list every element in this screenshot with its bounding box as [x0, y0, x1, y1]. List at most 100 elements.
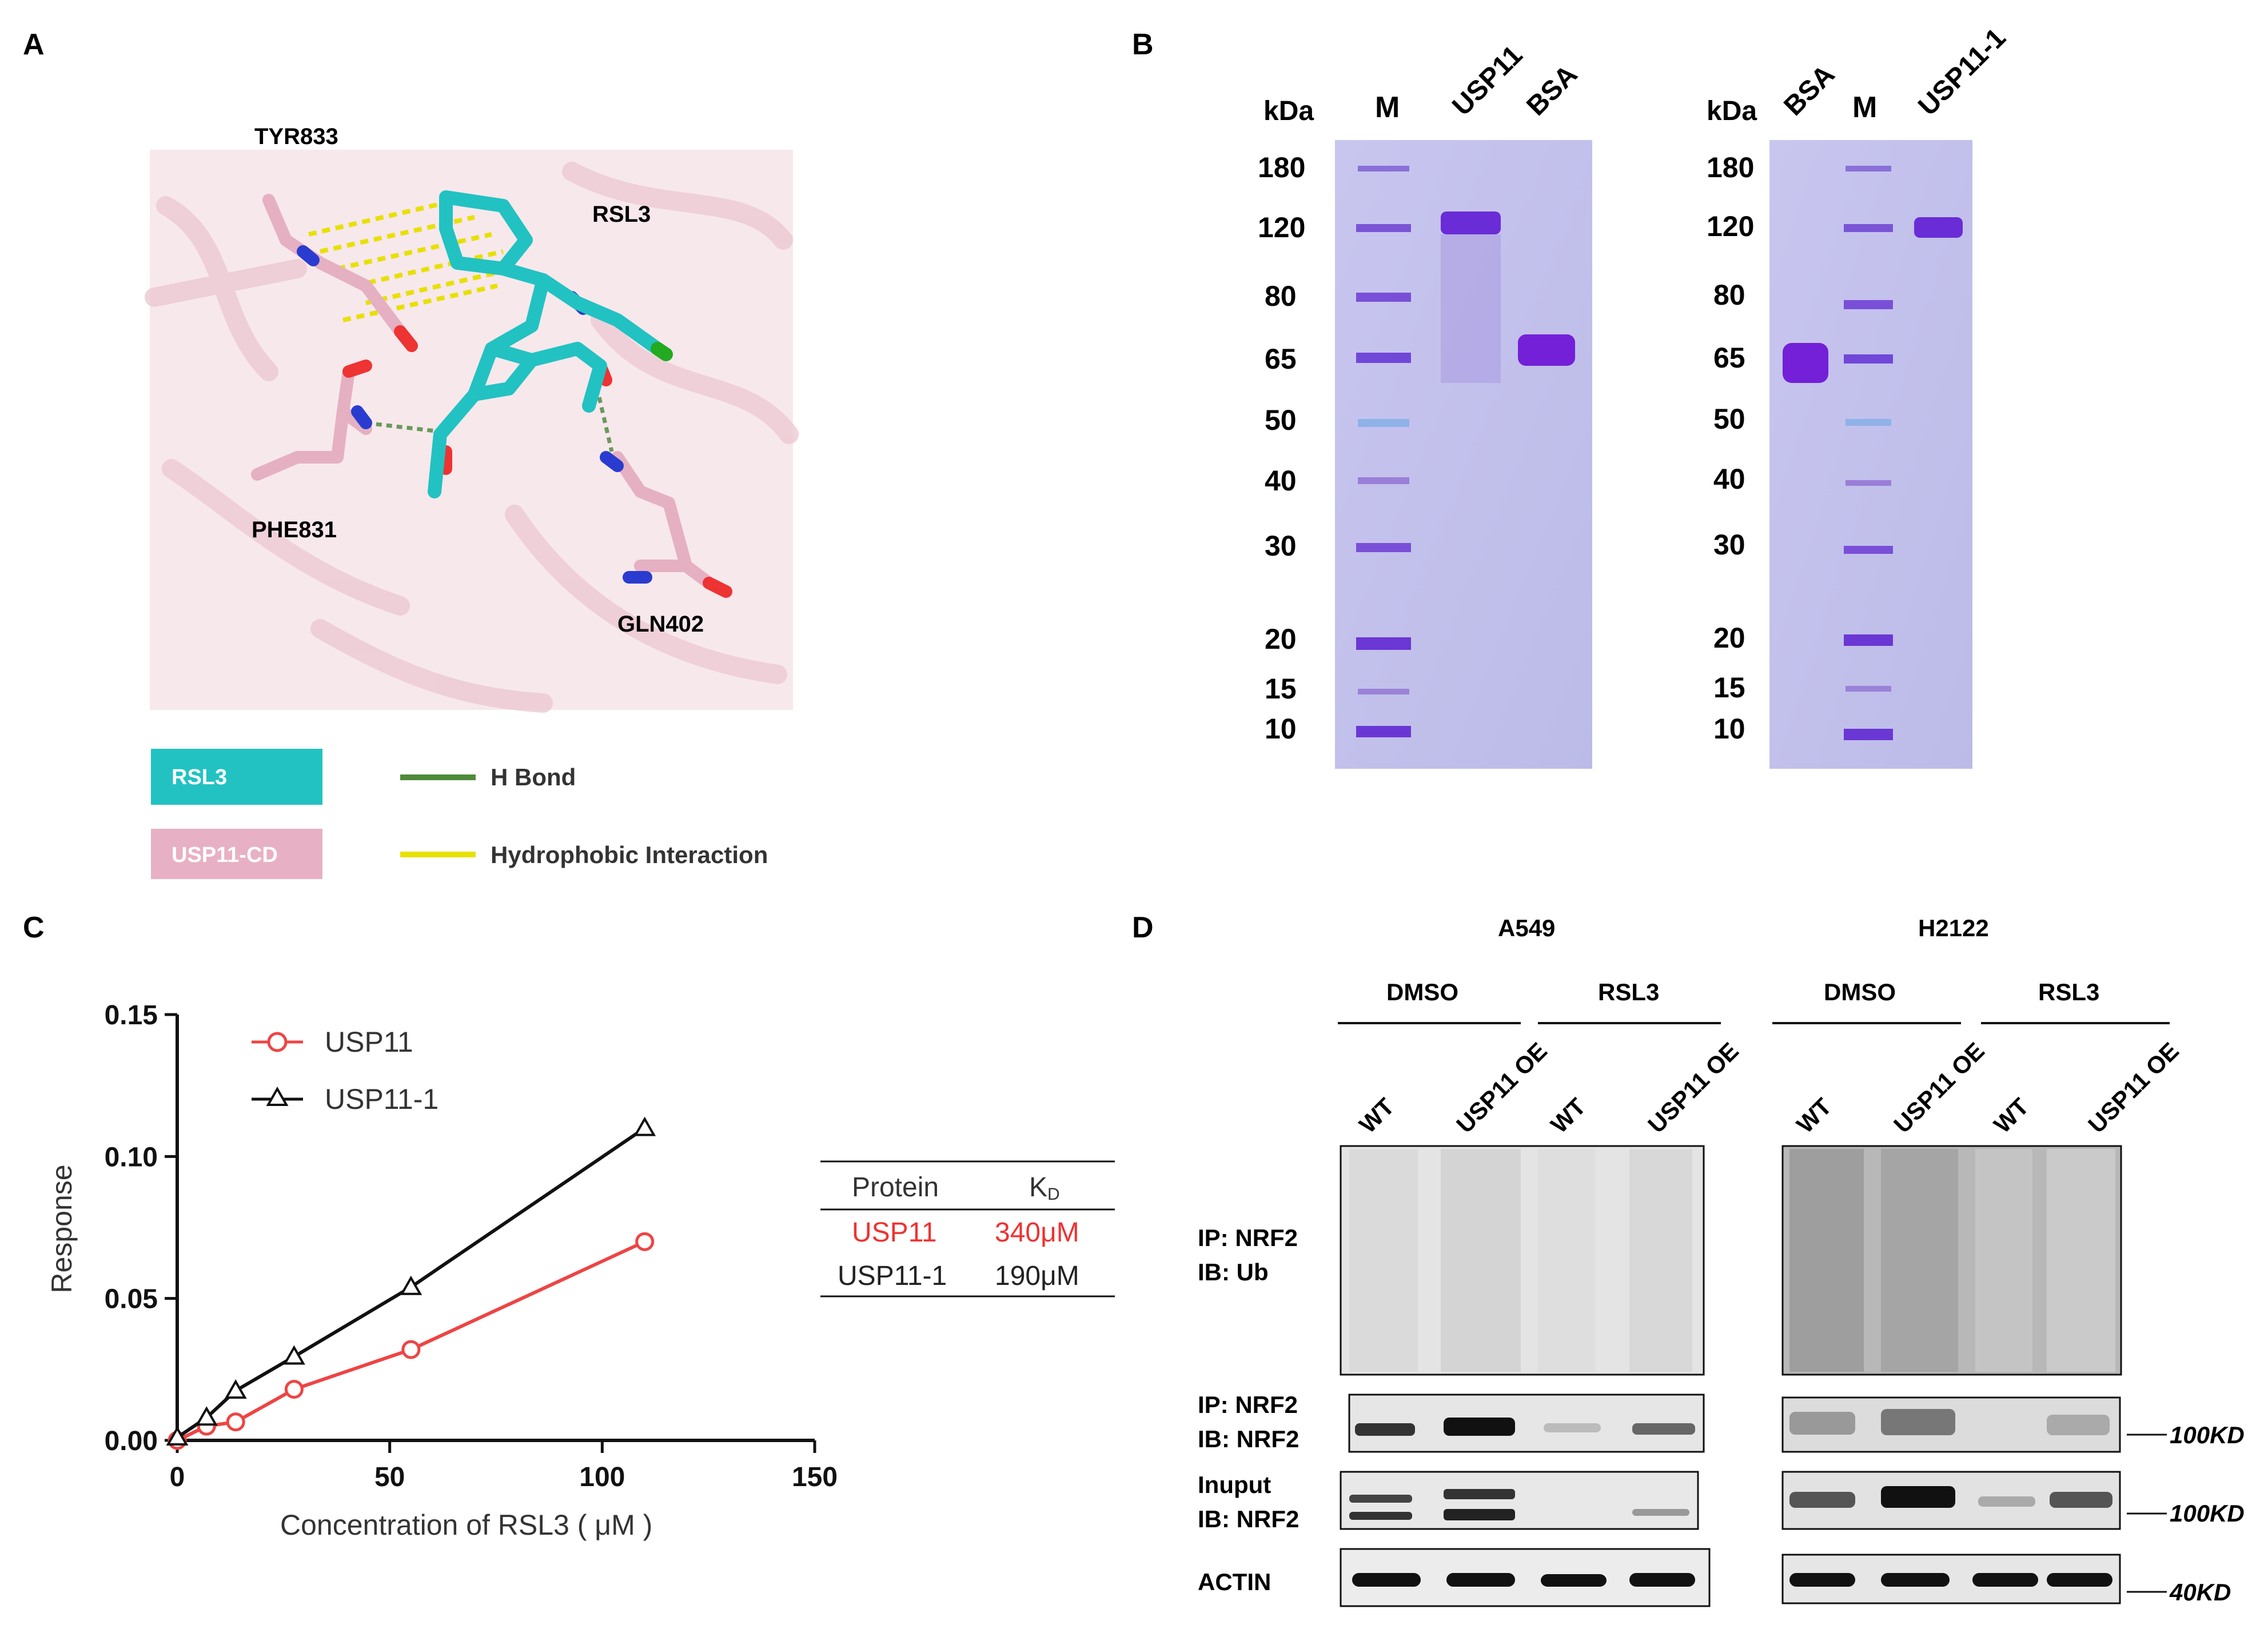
gel2-image — [1769, 140, 1972, 769]
gel1-marker-15: 15 — [1265, 673, 1297, 705]
legend-usp11-1-marker — [266, 1086, 289, 1106]
data-point — [284, 1380, 304, 1399]
data-point — [635, 1232, 655, 1251]
gel1-markers: 180 120 80 65 50 40 30 20 15 10 — [1258, 151, 1305, 745]
panel-c-letter: C — [23, 911, 45, 944]
gel2-marker-30: 30 — [1713, 529, 1745, 561]
gel1-lane-m: M — [1375, 91, 1400, 124]
gel1-marker-ladder — [1356, 166, 1411, 737]
cell-line-a549: A549 — [1498, 915, 1555, 941]
gel1-marker-10: 10 — [1265, 713, 1297, 745]
size-marker-100kd-2: 100KD — [2170, 1500, 2245, 1527]
lane-h2122-rsl3-wt: WT — [1988, 1093, 2034, 1139]
y-tick-label: 0.10 — [105, 1142, 158, 1172]
table-row-usp11-kd: 340μM — [995, 1217, 1079, 1248]
data-point — [282, 1345, 305, 1365]
gel1-marker-50: 50 — [1265, 404, 1297, 436]
gel2-marker-80: 80 — [1713, 279, 1745, 311]
hydrophobic-lines — [308, 198, 515, 322]
y-ticks: 0.00 0.05 0.10 0.15 — [105, 1000, 177, 1456]
gel2-lane-bsa: BSA — [1778, 59, 1840, 122]
gel2-lane-m: M — [1852, 91, 1877, 124]
data-point — [633, 1116, 656, 1136]
chlorine-atom — [651, 342, 673, 361]
lane-a549-dmso-wt: WT — [1354, 1093, 1400, 1139]
series-group — [166, 1116, 656, 1450]
gel1-marker-180: 180 — [1258, 151, 1305, 183]
lane-h2122-rsl3-oe: USP11 OE — [2083, 1037, 2184, 1139]
treatment-a549-dmso: DMSO — [1386, 979, 1458, 1005]
x-tick-label: 150 — [792, 1462, 838, 1492]
residue-tyr833: TYR833 — [254, 124, 338, 149]
gel2-markers: 180 120 80 65 50 40 30 20 15 10 — [1707, 151, 1754, 745]
blot-h2122-actin — [1781, 1554, 2121, 1604]
y-tick-label: 0.05 — [105, 1284, 158, 1315]
gel1-usp11-smear — [1441, 234, 1501, 383]
row-ub-label-1: IP: NRF2 — [1198, 1224, 1298, 1251]
row-input-label-2: IB: NRF2 — [1198, 1506, 1299, 1532]
gel2-marker-180: 180 — [1707, 151, 1754, 183]
chart-legend: USP11 USP11-1 — [252, 1026, 439, 1115]
treatment-h2122-rsl3: RSL3 — [2038, 979, 2099, 1005]
legend-hydrophobic-label: Hydrophobic Interaction — [491, 841, 768, 868]
y-axis-label: Response — [46, 1164, 78, 1293]
data-point — [400, 1275, 422, 1295]
gel1-marker-80: 80 — [1265, 280, 1297, 312]
ligand-sticks — [428, 190, 664, 498]
gel1-lane-usp11: USP11 — [1446, 40, 1528, 122]
legend-ligand-label: RSL3 — [172, 765, 227, 789]
lane-h2122-dmso-oe: USP11 OE — [1888, 1037, 1990, 1139]
row-actin-label: ACTIN — [1198, 1568, 1271, 1595]
gel1-marker-65: 65 — [1265, 343, 1297, 375]
size-marker-40kd: 40KD — [2169, 1579, 2231, 1606]
y-tick-label: 0.00 — [105, 1426, 158, 1456]
legend-hbond-label: H Bond — [491, 764, 576, 790]
residue-sticks — [251, 194, 715, 589]
treatment-a549-rsl3: RSL3 — [1598, 979, 1659, 1005]
protein-ribbons — [145, 162, 799, 713]
size-marker-ticks — [2127, 1434, 2167, 1593]
x-tick-label: 100 — [579, 1462, 625, 1492]
legend-usp11-marker — [267, 1032, 288, 1052]
panel-d-letter: D — [1132, 911, 1154, 944]
blot-a549-actin — [1340, 1548, 1711, 1607]
data-point — [195, 1406, 218, 1426]
x-axis-label: Concentration of RSL3 ( μM ) — [280, 1509, 652, 1541]
data-point — [224, 1379, 247, 1399]
lane-labels: WT USP11 OE WT USP11 OE WT USP11 OE WT U… — [1354, 1037, 2184, 1139]
ligand-rsl3-label: RSL3 — [592, 202, 651, 227]
data-point — [401, 1340, 421, 1359]
x-ticks: 0 50 100 150 — [170, 1440, 838, 1492]
docking-background — [150, 150, 793, 710]
lane-h2122-dmso-wt: WT — [1791, 1093, 1837, 1139]
legend-usp11-label: USP11 — [325, 1026, 413, 1058]
row-input-label-1: Inuput — [1198, 1471, 1271, 1498]
gel1-marker-120: 120 — [1258, 211, 1305, 243]
blot-a549-ub — [1340, 1145, 1705, 1376]
series-usp11-1 — [166, 1116, 656, 1446]
legend-protein-label: USP11-CD — [172, 843, 278, 867]
gel2-usp11-1-band — [1914, 217, 1963, 238]
panel-b-letter: B — [1132, 28, 1154, 61]
blot-h2122-ub — [1781, 1145, 2122, 1376]
table-row-usp11-1-kd: 190μM — [995, 1261, 1079, 1291]
panel-a-letter: A — [23, 28, 45, 61]
gel2-marker-ladder — [1844, 166, 1893, 740]
legend-usp11-1-label: USP11-1 — [325, 1083, 439, 1115]
gel2-marker-120: 120 — [1707, 210, 1754, 242]
blot-a549-ipnrf2 — [1348, 1394, 1705, 1453]
gel1-bsa-band — [1518, 334, 1575, 366]
legend-ligand-swatch — [151, 749, 322, 805]
series-usp11 — [168, 1232, 655, 1450]
data-point — [166, 1426, 189, 1446]
gel2-marker-15: 15 — [1713, 672, 1745, 704]
blot-h2122-ipnrf2 — [1781, 1396, 2121, 1453]
gel1-usp11-band — [1441, 211, 1501, 234]
gel1-kda-title: kDa — [1263, 96, 1314, 126]
gel2-marker-50: 50 — [1713, 403, 1745, 435]
kd-table: Protein KD USP11 340μM USP11-1 190μM — [820, 1160, 1115, 1297]
data-point — [226, 1412, 245, 1432]
table-row-usp11-1-protein: USP11-1 — [838, 1261, 947, 1291]
legend-protein-swatch — [151, 829, 322, 879]
